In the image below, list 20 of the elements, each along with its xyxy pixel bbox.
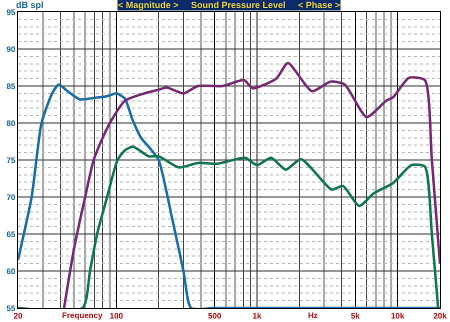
x-tick-label: 20	[14, 312, 23, 321]
y-tick-label: 95	[6, 8, 16, 17]
y-tick-label: 85	[6, 82, 16, 91]
x-tick-label: 5k	[350, 312, 360, 321]
y-tick-label: 90	[6, 44, 16, 54]
y-tick-label: 65	[6, 230, 16, 239]
y-tick-label: 55	[6, 304, 16, 313]
chart-title: < Magnitude > Sound Pressure Level < Phase >	[118, 0, 340, 10]
x-tick-label: 20k	[433, 312, 448, 321]
x-tick-label: 1k	[252, 312, 262, 321]
y-tick-label: 75	[6, 156, 16, 165]
x-tick-label: 10k	[390, 312, 405, 321]
y-tick-label: 60	[6, 266, 16, 276]
y-tick-label: 80	[6, 118, 16, 128]
y-tick-label: 70	[6, 192, 16, 202]
text: Hz	[308, 311, 318, 320]
x-tick-label: 500	[208, 312, 222, 321]
x-tick-label: 100	[110, 312, 124, 321]
x-axis-title: Frequency	[62, 311, 104, 320]
y-axis-title: dB spl	[16, 0, 44, 10]
